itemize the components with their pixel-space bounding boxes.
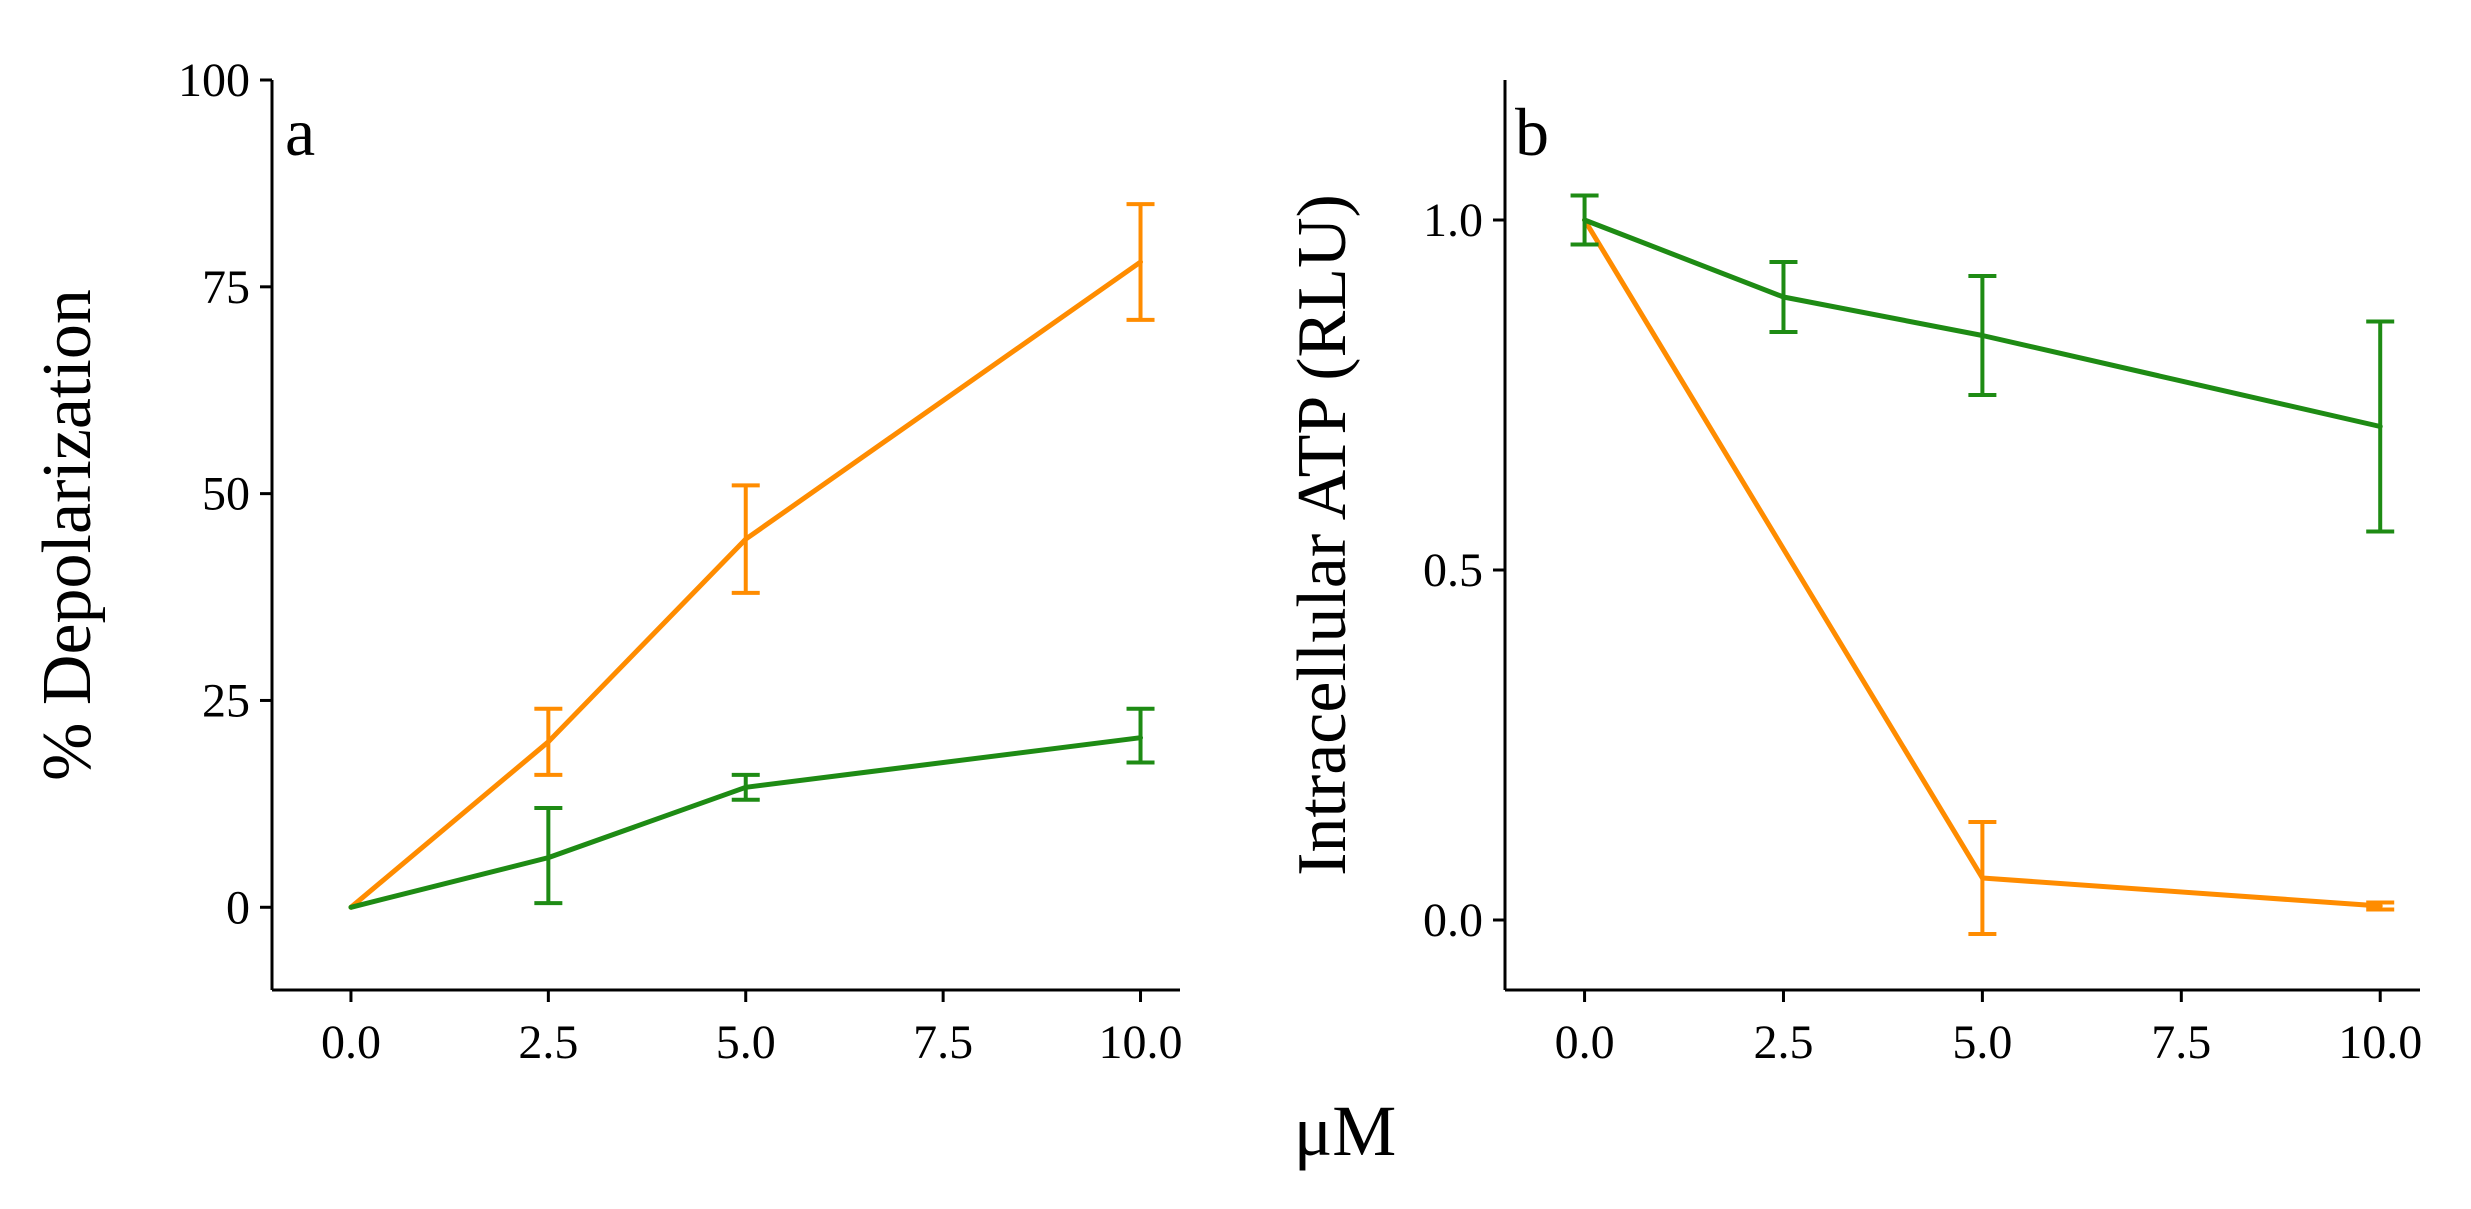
x-tick-label: 0.0: [1555, 1016, 1615, 1069]
series-line-green: [348, 735, 1144, 910]
y-tick-label: 0.0: [1423, 894, 1483, 947]
y-tick-label: 100: [178, 54, 250, 107]
x-tick-label: 5.0: [1952, 1016, 2012, 1069]
y-tick-label: 75: [202, 261, 250, 314]
x-tick-label: 7.5: [913, 1016, 973, 1069]
panel-a: 0 25 50 75 100 0.0 2.5 5.0 7.5 10.0 a % Depolarizat…: [29, 54, 1183, 1069]
x-tick-label: 10.0: [1099, 1016, 1183, 1069]
series-line-orange: [348, 259, 1144, 910]
y-axis-title: Intracellular ATP (RLU): [1284, 194, 1361, 876]
x-tick-label: 2.5: [518, 1016, 578, 1069]
x-tick-label: 7.5: [2151, 1016, 2211, 1069]
y-axis-title: % Depolarization: [29, 289, 106, 781]
y-tick-label: 1.0: [1423, 194, 1483, 247]
panel-letter: a: [285, 94, 315, 170]
y-tick-label: 0: [226, 881, 250, 934]
y-tick-label: 0.5: [1423, 544, 1483, 597]
shared-x-axis-label: μM: [1294, 1091, 1397, 1171]
y-tick-label: 50: [202, 468, 250, 521]
series-line-green: [1582, 217, 2383, 429]
y-tick-label: 25: [202, 674, 250, 727]
x-tick-label: 10.0: [2338, 1016, 2422, 1069]
panel-b: 0.0 0.5 1.0 0.0 2.5 5.0 7.5 10.0 b Intracellular …: [1284, 80, 2422, 1069]
x-tick-label: 0.0: [321, 1016, 381, 1069]
x-tick-label: 2.5: [1753, 1016, 1813, 1069]
x-tick-label: 5.0: [716, 1016, 776, 1069]
panel-letter: b: [1515, 94, 1549, 170]
